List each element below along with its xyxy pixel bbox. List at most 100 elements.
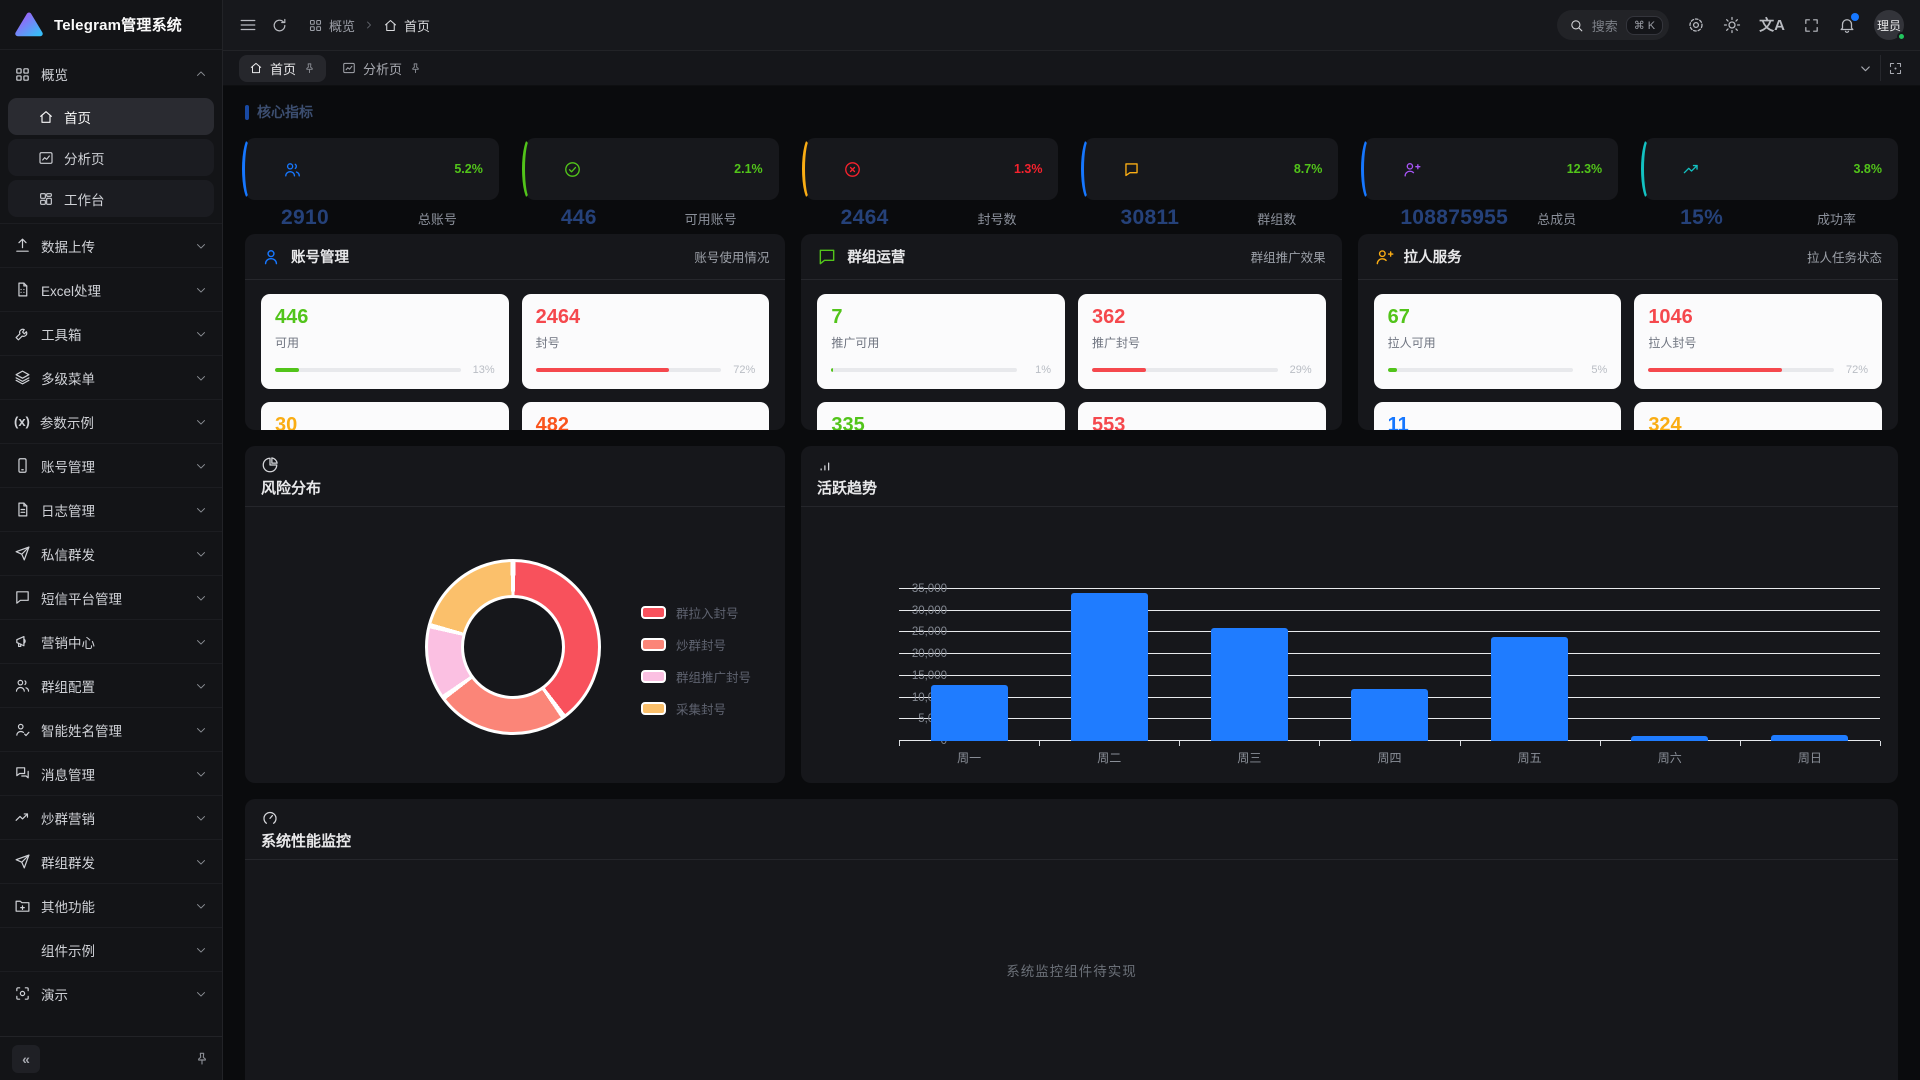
folderplus-icon (14, 897, 31, 914)
metric-value: 2910 (281, 206, 329, 229)
stat-box-partial[interactable]: 553 (1077, 402, 1326, 430)
panel-title: 群组运营 (847, 250, 906, 266)
bar-周日[interactable] (1771, 735, 1849, 741)
metric-card[interactable]: 8.7% (1081, 137, 1339, 201)
sidebar-item-智能姓名管理[interactable]: 智能姓名管理 (0, 707, 222, 751)
gauge-icon (261, 809, 1882, 827)
panel-title: 账号管理 (291, 250, 349, 266)
sidebar-item-其他功能[interactable]: 其他功能 (0, 883, 222, 927)
sidebar-item-消息管理[interactable]: 消息管理 (0, 751, 222, 795)
sidebar-item-数据上传[interactable]: 数据上传 (0, 223, 222, 267)
sidebar-item-首页[interactable]: 首页 (8, 98, 214, 135)
sidebar-item-组件示例[interactable]: 组件示例 (0, 927, 222, 971)
metric-value: 30811 (1120, 206, 1180, 229)
content-fullscreen-icon[interactable] (1880, 55, 1910, 81)
theme-sun-icon[interactable] (1723, 16, 1741, 34)
chevron-down-icon (194, 415, 208, 429)
sidebar-item-label: 工具箱 (41, 327, 82, 343)
tab-list-chevron-down-icon[interactable] (1850, 55, 1880, 81)
legend-item-炒群封号[interactable]: 炒群封号 (641, 635, 751, 654)
legend-item-群组推广封号[interactable]: 群组推广封号 (641, 667, 751, 686)
search-input[interactable]: 搜索 ⌘ K (1556, 10, 1670, 40)
stat-box-partial[interactable]: 335 (817, 402, 1065, 430)
stat-box-partial[interactable]: 482 (521, 402, 770, 430)
stat-box-partial[interactable]: 324 (1634, 402, 1882, 430)
bar-周六[interactable] (1631, 736, 1709, 741)
search-placeholder: 搜索 (1591, 18, 1618, 34)
stat-value: 30 (275, 414, 298, 430)
refresh-icon[interactable] (271, 17, 288, 34)
donut-chart[interactable] (425, 559, 601, 735)
user-avatar[interactable]: 理员 (1874, 10, 1906, 41)
sidebar-item-Excel处理[interactable]: Excel处理 (0, 267, 222, 311)
sidebar-item-演示[interactable]: 演示 (0, 971, 222, 1015)
legend-item-采集封号[interactable]: 采集封号 (641, 699, 751, 718)
bar-plot-wrap: 05,00010,00015,00020,00025,00030,00035,0… (835, 537, 1884, 783)
metric-card[interactable]: 2.1% (521, 137, 779, 201)
sidebar-item-日志管理[interactable]: 日志管理 (0, 487, 222, 531)
metric-card[interactable]: 12.3% (1361, 137, 1619, 201)
chevron-down-icon (194, 723, 208, 737)
stat-box-封号[interactable]: 2464 封号 72% (521, 294, 770, 389)
legend-swatch (641, 606, 666, 619)
sidebar-item-分析页[interactable]: 分析页 (8, 139, 214, 176)
breadcrumb-item[interactable]: 首页 (383, 16, 430, 35)
sidebar-item-工作台[interactable]: 工作台 (8, 180, 214, 217)
sidebar-item-多级菜单[interactable]: 多级菜单 (0, 355, 222, 399)
sidebar-item-群组群发[interactable]: 群组群发 (0, 839, 222, 883)
bar-周一[interactable] (930, 684, 1008, 741)
grid-icon (308, 18, 323, 33)
sidebar-item-短信平台管理[interactable]: 短信平台管理 (0, 575, 222, 619)
bar-周二[interactable] (1070, 593, 1148, 741)
stat-box-拉人可用[interactable]: 67 拉人可用 5% (1373, 294, 1622, 389)
sidebar-item-群组配置[interactable]: 群组配置 (0, 663, 222, 707)
mobile-icon (14, 457, 31, 474)
metric-card[interactable]: 3.8% (1641, 137, 1898, 201)
x-axis-tick (1039, 741, 1041, 746)
chart-icon (38, 150, 54, 166)
stat-box-推广封号[interactable]: 362 推广封号 29% (1077, 294, 1326, 389)
metric-card[interactable]: 5.2% (242, 137, 499, 201)
stat-box-拉人封号[interactable]: 1046 拉人封号 72% (1634, 294, 1882, 389)
metric-card[interactable]: 1.3% (801, 137, 1059, 201)
metric-总账号: 5.2% 2910 总账号 (242, 137, 499, 230)
y-axis-tick-label: 30,000 (911, 604, 947, 617)
trend-panel-header: 活跃趋势 (801, 446, 1898, 507)
bar-周三[interactable] (1210, 628, 1288, 741)
bar-周四[interactable] (1350, 688, 1429, 741)
sidebar-item-账号管理[interactable]: 账号管理 (0, 443, 222, 487)
tab-分析页[interactable]: 分析页 (332, 55, 432, 82)
tab-首页[interactable]: 首页 (239, 54, 327, 82)
sidebar-collapse-button[interactable]: « (12, 1044, 40, 1073)
sidebar-pin-button[interactable] (194, 1051, 210, 1067)
breadcrumb-item[interactable]: 概览 (308, 16, 355, 35)
sidebar-item-概览[interactable]: 概览 (0, 52, 222, 96)
x-axis-tick (899, 741, 900, 746)
notification-badge (1851, 13, 1859, 21)
gridline (899, 609, 1880, 611)
sidebar-item-私信群发[interactable]: 私信群发 (0, 531, 222, 575)
bar-周五[interactable] (1491, 636, 1569, 741)
metric-封号数: 1.3% 2464 封号数 (801, 137, 1059, 230)
sidebar-item-营销中心[interactable]: 营销中心 (0, 619, 222, 663)
sidebar-item-炒群营销[interactable]: 炒群营销 (0, 795, 222, 839)
stat-box-可用[interactable]: 446 可用 13% (261, 294, 509, 389)
notifications-bell-icon[interactable] (1838, 13, 1859, 34)
pin-icon[interactable] (409, 62, 422, 75)
sidebar-item-参数示例[interactable]: (x) 参数示例 (0, 399, 222, 443)
progress-percent: 13% (472, 364, 495, 376)
stat-box-partial[interactable]: 30 (261, 402, 509, 430)
legend-item-群拉入封号[interactable]: 群拉入封号 (641, 603, 751, 622)
stat-box-推广可用[interactable]: 7 推广可用 1% (817, 294, 1065, 389)
sidebar-item-工具箱[interactable]: 工具箱 (0, 311, 222, 355)
pie-chart-icon (261, 456, 769, 474)
translate-icon[interactable]: 文A (1759, 16, 1785, 34)
stat-box-partial[interactable]: 11 (1373, 402, 1622, 430)
pin-icon[interactable] (303, 62, 316, 75)
settings-gear-icon[interactable] (1687, 16, 1705, 34)
hamburger-menu-icon[interactable] (239, 16, 257, 34)
bar-plot[interactable]: 05,00010,00015,00020,00025,00030,00035,0… (899, 583, 1881, 747)
chart-icon (342, 61, 356, 75)
panel-拉人服务: 拉人服务 拉人任务状态 67 拉人可用 5% 1046 拉人封号 72% 11 324 (1357, 234, 1898, 430)
fullscreen-icon[interactable] (1803, 17, 1820, 34)
